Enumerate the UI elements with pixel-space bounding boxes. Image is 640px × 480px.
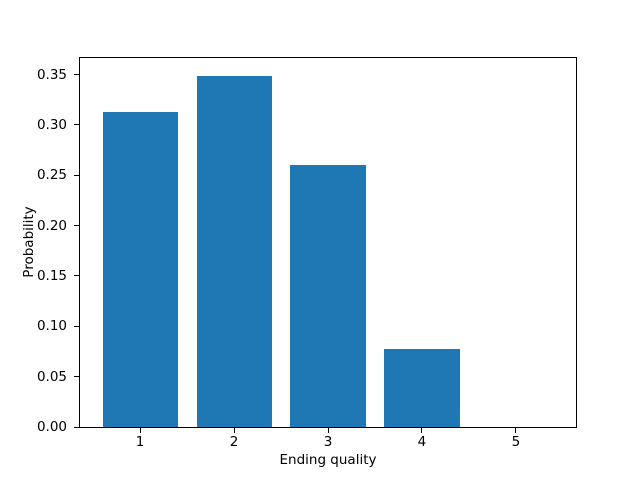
y-tick-label: 0.30 xyxy=(36,117,67,133)
plot-area xyxy=(79,57,577,428)
y-tick-mark xyxy=(74,124,79,125)
x-tick-label: 2 xyxy=(229,434,239,450)
y-tick-label: 0.35 xyxy=(36,67,67,83)
x-axis-label: Ending quality xyxy=(279,452,377,468)
bar-category-3 xyxy=(290,165,366,427)
y-tick-label: 0.20 xyxy=(36,218,67,234)
y-tick-mark xyxy=(74,376,79,377)
y-axis-label: Probability xyxy=(21,206,37,278)
x-tick-mark xyxy=(421,428,423,433)
bar-category-4 xyxy=(384,348,460,427)
y-tick-label: 0.05 xyxy=(36,369,67,385)
y-tick-mark xyxy=(74,225,79,226)
x-tick-label: 1 xyxy=(135,434,145,450)
x-tick-label: 4 xyxy=(417,434,427,450)
x-tick-label: 3 xyxy=(323,434,333,450)
x-tick-mark xyxy=(327,428,329,433)
y-tick-mark xyxy=(74,74,79,75)
y-tick-mark xyxy=(74,275,79,276)
bar-category-2 xyxy=(196,75,272,427)
y-tick-label: 0.25 xyxy=(36,167,67,183)
y-tick-label: 0.15 xyxy=(36,268,67,284)
x-tick-label: 5 xyxy=(511,434,521,450)
x-tick-mark xyxy=(515,428,517,433)
y-tick-mark xyxy=(74,427,79,428)
y-tick-label: 0.00 xyxy=(36,419,67,435)
y-tick-mark xyxy=(74,326,79,327)
bar-category-1 xyxy=(102,111,178,427)
x-tick-mark xyxy=(233,428,235,433)
y-tick-label: 0.10 xyxy=(36,318,67,334)
x-tick-mark xyxy=(139,428,141,433)
y-tick-mark xyxy=(74,175,79,176)
